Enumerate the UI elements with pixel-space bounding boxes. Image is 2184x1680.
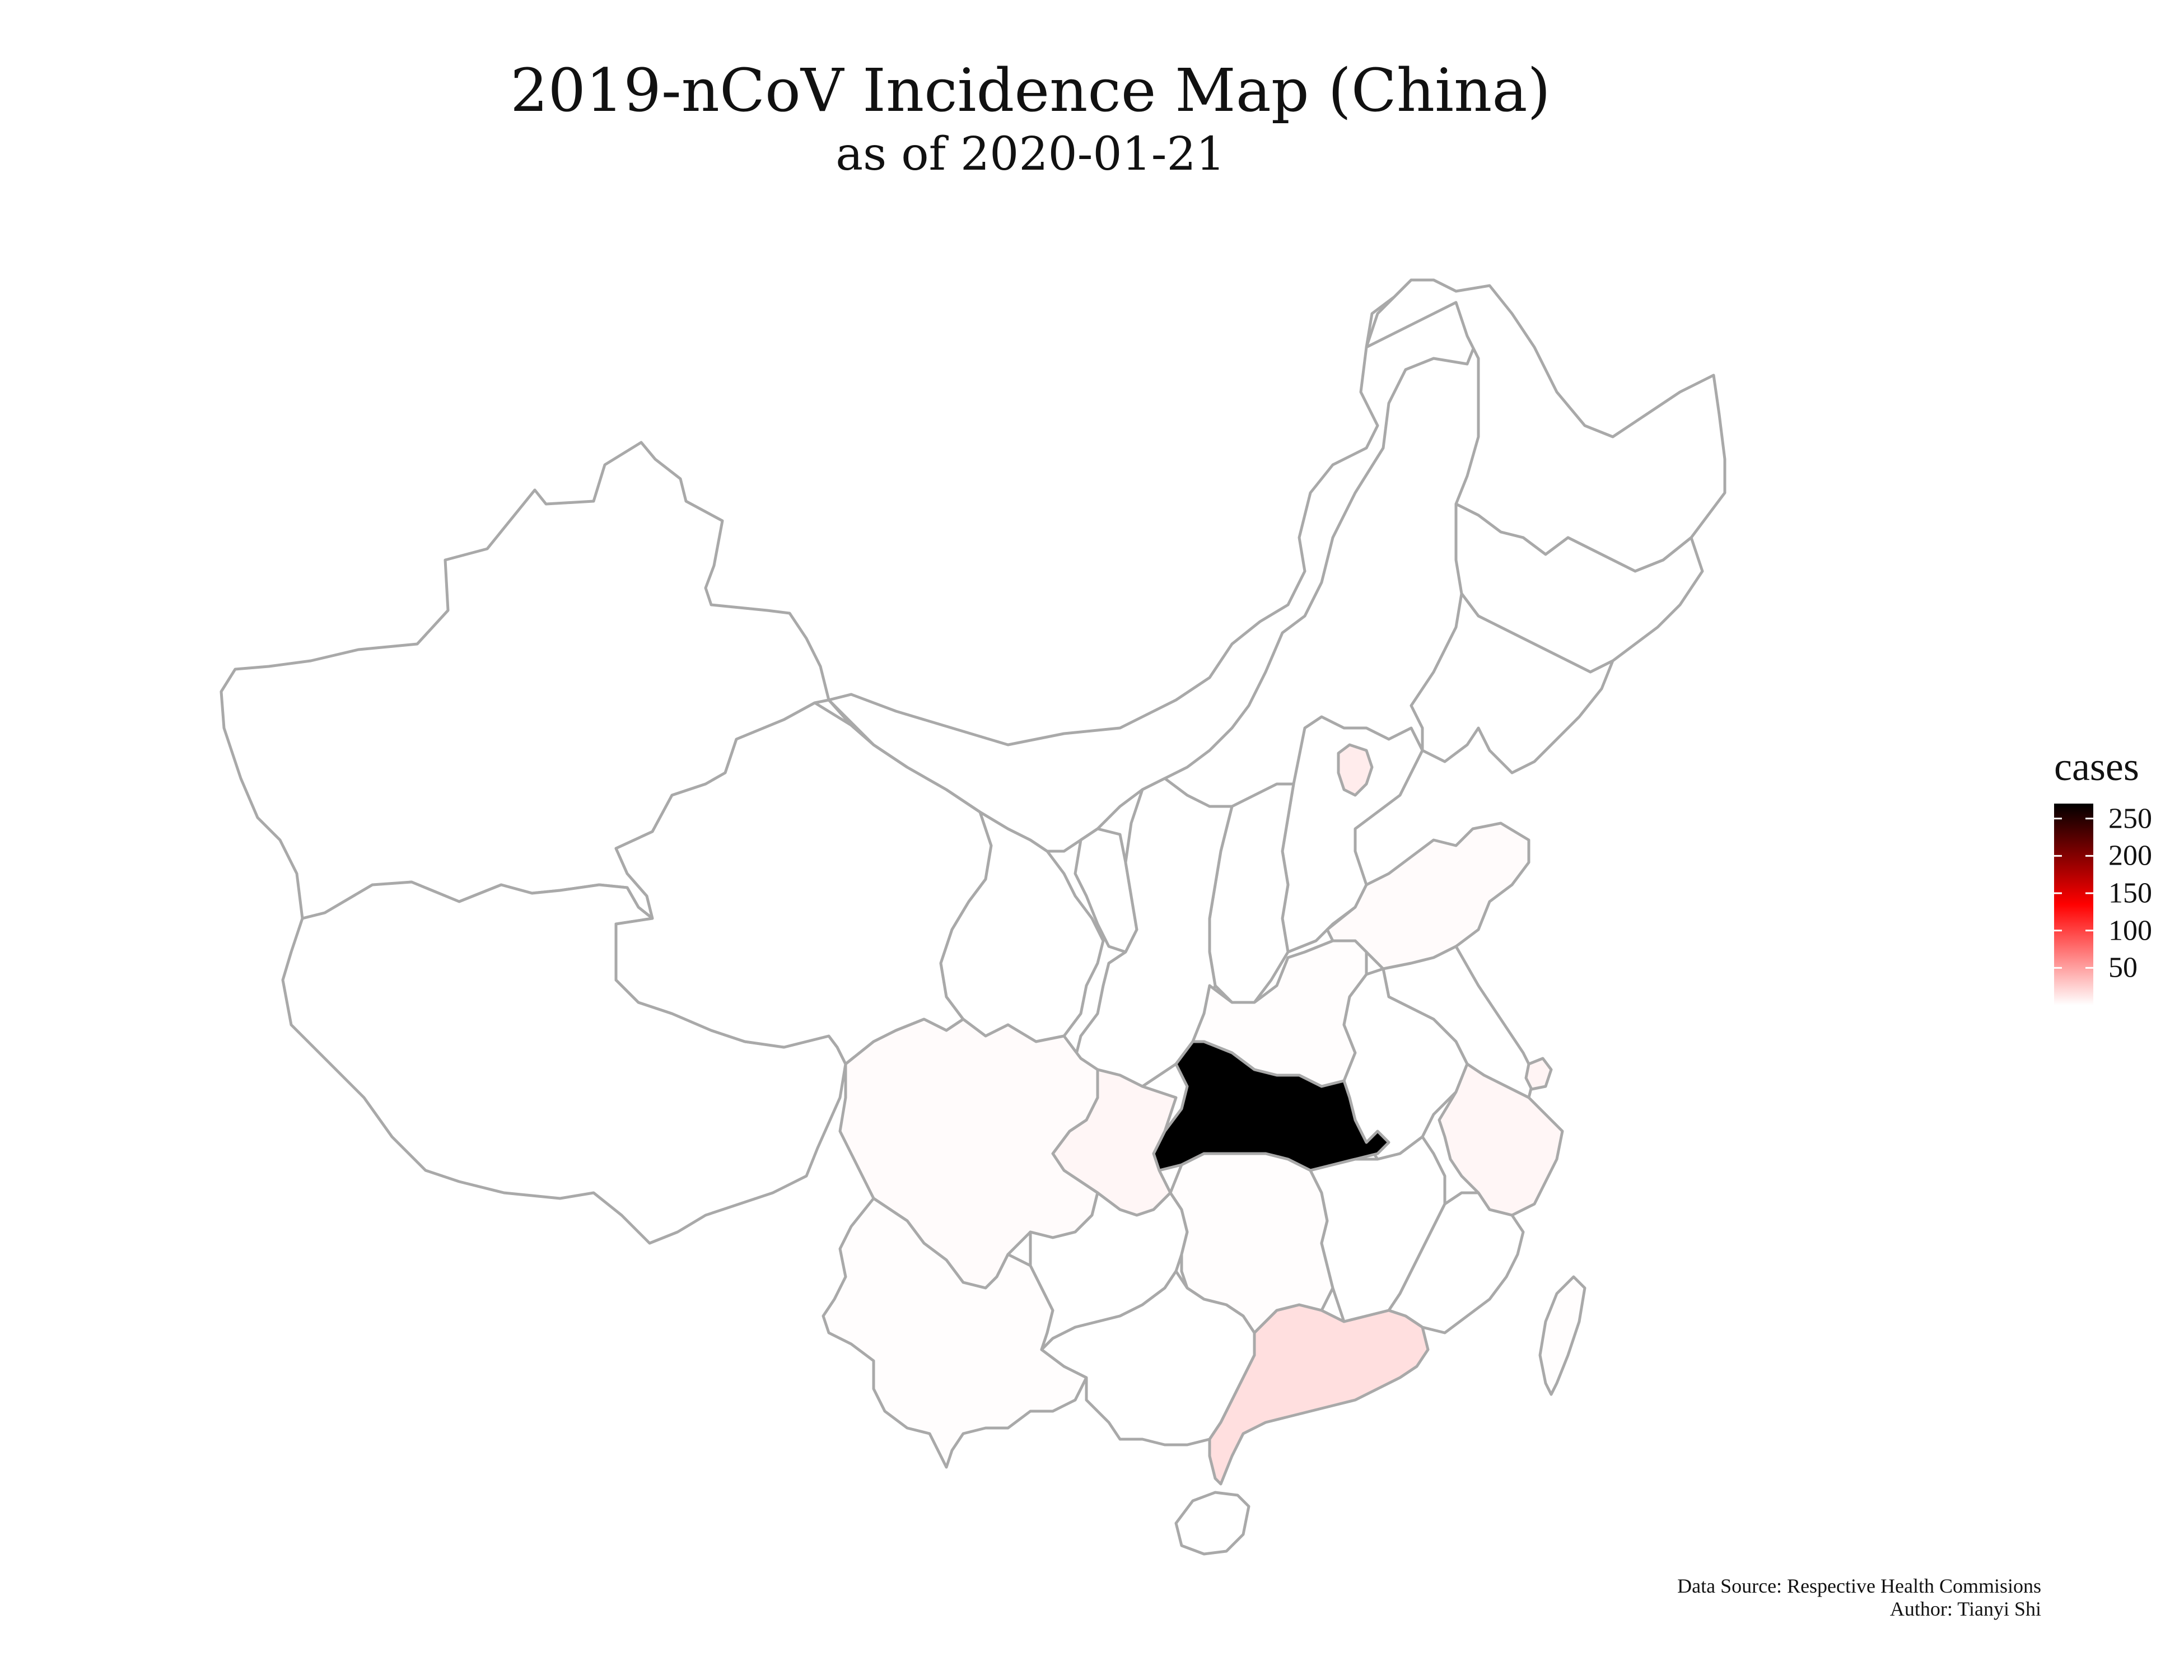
legend-tick-label: 150 <box>2108 877 2152 909</box>
legend-tick-label: 250 <box>2108 802 2152 835</box>
province-heilongjiang[interactable] <box>1365 278 1726 573</box>
province-zhejiang[interactable] <box>1438 1062 1564 1217</box>
legend-tick-label: 100 <box>2108 914 2152 947</box>
province-taiwan[interactable] <box>1538 1275 1586 1396</box>
province-beijing[interactable] <box>1337 743 1374 797</box>
province-guangdong[interactable] <box>1208 1303 1430 1486</box>
caption-author: Author: Tianyi Shi <box>1889 1598 2041 1621</box>
province-inner-mongolia[interactable] <box>827 278 1480 853</box>
province-shanghai[interactable] <box>1524 1057 1553 1091</box>
province-hainan[interactable] <box>1174 1491 1250 1556</box>
caption: Data Source: Respective Health Commision… <box>1677 1575 2041 1621</box>
map-title: 2019-nCoV Incidence Map (China) <box>510 56 1551 125</box>
province-yunnan[interactable] <box>822 1197 1088 1469</box>
province-shaanxi[interactable] <box>1074 777 1234 1088</box>
legend-tick-label: 50 <box>2108 951 2138 984</box>
legend-colorbar <box>2054 804 2093 1005</box>
caption-source: Data Source: Respective Health Commision… <box>1677 1575 2041 1597</box>
province-liaoning[interactable] <box>1410 592 1614 774</box>
legend-title: cases <box>2054 744 2139 789</box>
legend-tick-label: 200 <box>2108 839 2152 872</box>
map-subtitle: as of 2020-01-21 <box>836 128 1225 181</box>
